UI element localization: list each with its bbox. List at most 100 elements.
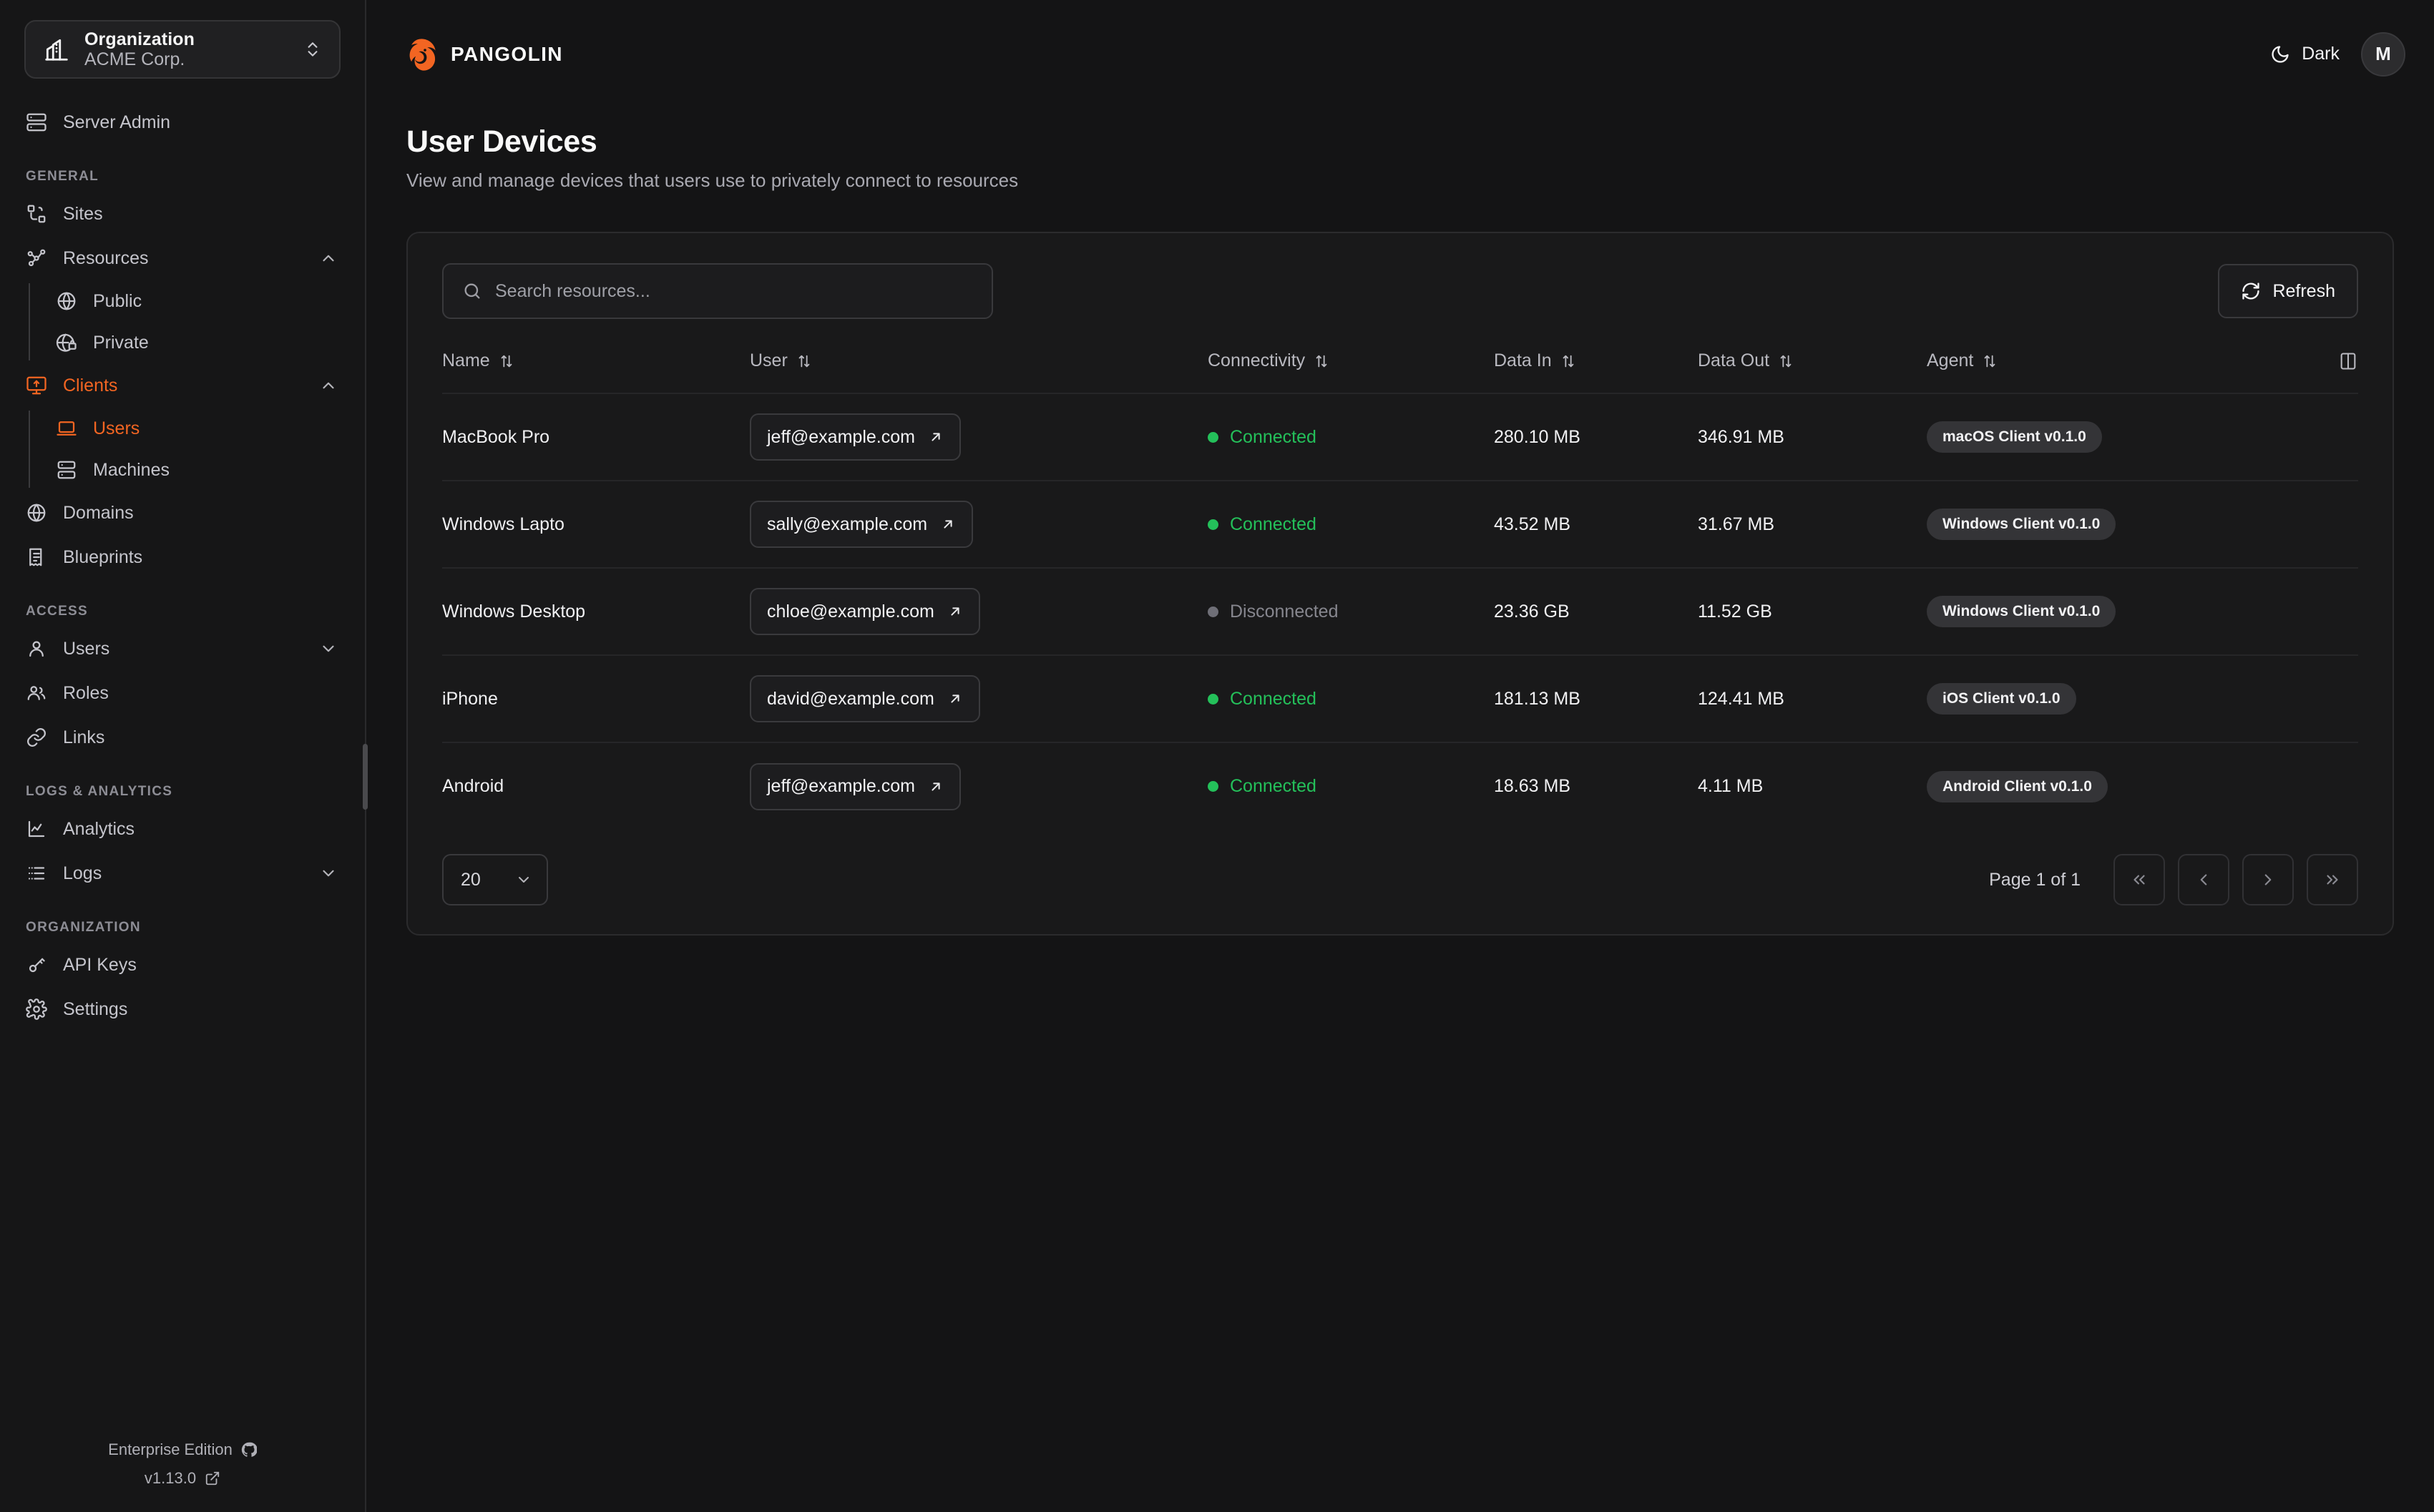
- chevron-down-icon[interactable]: [319, 639, 338, 658]
- table-row[interactable]: Android jeff@example.com Connected 18.63 MB…: [442, 742, 2358, 830]
- sidebar-item-logs[interactable]: Logs: [0, 851, 365, 895]
- previous-page-button[interactable]: [2178, 854, 2229, 906]
- sidebar-item-domains[interactable]: Domains: [0, 491, 365, 535]
- sidebar-item-machines[interactable]: Machines: [29, 449, 365, 491]
- last-page-button[interactable]: [2307, 854, 2358, 906]
- next-page-button[interactable]: [2242, 854, 2294, 906]
- sidebar-item-roles[interactable]: Roles: [0, 671, 365, 715]
- cell-agent: macOS Client v0.1.0: [1927, 393, 2308, 481]
- sidebar-item-private[interactable]: Private: [29, 322, 365, 363]
- status-label: Disconnected: [1230, 601, 1339, 622]
- cell-connectivity: Connected: [1208, 742, 1494, 830]
- status-label: Connected: [1230, 776, 1316, 797]
- column-header-data-out[interactable]: Data Out: [1698, 350, 1927, 393]
- sidebar-item-users-access[interactable]: Users: [0, 627, 365, 671]
- brand[interactable]: PANGOLIN: [401, 35, 563, 74]
- sidebar-item-label: Clients: [63, 375, 118, 396]
- refresh-icon: [2241, 281, 2261, 301]
- table-row[interactable]: Windows Lapto sally@example.com Connected 4…: [442, 481, 2358, 568]
- page-size-value: 20: [461, 869, 481, 890]
- sidebar-scrollbar-thumb[interactable]: [363, 744, 368, 810]
- cell-name: Android: [442, 776, 504, 797]
- edition-row[interactable]: Enterprise Edition: [108, 1440, 258, 1459]
- chevron-down-icon[interactable]: [319, 864, 338, 883]
- theme-toggle[interactable]: Dark: [2270, 44, 2340, 64]
- column-header-agent[interactable]: Agent: [1927, 350, 2308, 393]
- sidebar-item-label: Links: [63, 727, 105, 747]
- user-link[interactable]: david@example.com: [750, 675, 980, 723]
- search-box[interactable]: [442, 263, 993, 319]
- sidebar-item-api-keys[interactable]: API Keys: [0, 943, 365, 987]
- user-link[interactable]: jeff@example.com: [750, 762, 961, 810]
- cell-row-actions: [2308, 568, 2358, 655]
- sidebar-item-clients[interactable]: Clients: [0, 363, 365, 408]
- first-page-button[interactable]: [2113, 854, 2165, 906]
- status-dot-icon: [1208, 693, 1218, 705]
- sidebar-item-links[interactable]: Links: [0, 715, 365, 760]
- column-header-toggle-columns[interactable]: [2308, 350, 2358, 393]
- chevron-down-icon: [515, 871, 532, 888]
- chevron-up-icon[interactable]: [319, 376, 338, 395]
- cell-agent: Android Client v0.1.0: [1927, 742, 2308, 830]
- status-badge: Connected: [1208, 514, 1316, 535]
- sidebar-item-users-clients[interactable]: Users: [29, 408, 365, 449]
- sidebar-item-sites[interactable]: Sites: [0, 192, 365, 236]
- cell-user: david@example.com: [750, 655, 1208, 742]
- sidebar-section-logs-analytics: LOGS & ANALYTICS: [26, 784, 173, 799]
- cell-row-actions: [2308, 742, 2358, 830]
- chart-line-icon: [26, 818, 47, 840]
- status-badge: Connected: [1208, 776, 1316, 797]
- search-input[interactable]: [495, 280, 973, 302]
- sidebar-item-resources[interactable]: Resources: [0, 236, 365, 280]
- sidebar-item-public[interactable]: Public: [29, 280, 365, 322]
- status-dot-icon: [1208, 431, 1218, 443]
- agent-badge: Windows Client v0.1.0: [1927, 509, 2116, 541]
- version-row[interactable]: v1.13.0: [145, 1469, 220, 1488]
- column-header-data-in[interactable]: Data In: [1494, 350, 1698, 393]
- page-content: User Devices View and manage devices tha…: [366, 109, 2434, 936]
- refresh-button[interactable]: Refresh: [2218, 264, 2358, 318]
- column-header-connectivity[interactable]: Connectivity: [1208, 350, 1494, 393]
- sidebar-item-label: Domains: [63, 502, 134, 523]
- columns-toggle-icon[interactable]: [2338, 351, 2358, 371]
- sidebar-item-blueprints[interactable]: Blueprints: [0, 535, 365, 579]
- column-label: Agent: [1927, 350, 1974, 371]
- agent-badge: Windows Client v0.1.0: [1927, 596, 2116, 628]
- table-row[interactable]: Windows Desktop chloe@example.com Disconne…: [442, 568, 2358, 655]
- sort-icon: [1982, 353, 1998, 369]
- user-email: sally@example.com: [767, 514, 928, 534]
- org-switcher[interactable]: Organization ACME Corp.: [24, 20, 341, 79]
- sidebar-item-label: Private: [93, 332, 149, 353]
- chevrons-up-down-icon: [303, 40, 322, 59]
- sidebar-item-analytics[interactable]: Analytics: [0, 807, 365, 851]
- sidebar-item-label: API Keys: [63, 954, 137, 975]
- table-row[interactable]: MacBook Pro jeff@example.com Connected 280.…: [442, 393, 2358, 481]
- org-name: ACME Corp.: [84, 49, 185, 69]
- sidebar-item-settings[interactable]: Settings: [0, 987, 365, 1031]
- column-header-user[interactable]: User: [750, 350, 1208, 393]
- server-icon: [26, 112, 47, 133]
- user-link[interactable]: sally@example.com: [750, 501, 974, 549]
- avatar[interactable]: M: [2361, 31, 2405, 77]
- column-header-name[interactable]: Name: [442, 350, 750, 393]
- sort-icon: [1778, 353, 1794, 369]
- cell-row-actions: [2308, 393, 2358, 481]
- sidebar-subgroup-resources: Public Private: [29, 280, 365, 363]
- status-label: Connected: [1230, 514, 1316, 534]
- cell-connectivity: Connected: [1208, 481, 1494, 568]
- user-email: jeff@example.com: [767, 426, 915, 447]
- page-subtitle: View and manage devices that users use t…: [406, 170, 1019, 191]
- agent-badge: Android Client v0.1.0: [1927, 770, 2108, 802]
- user-link[interactable]: chloe@example.com: [750, 588, 980, 636]
- page-size-select[interactable]: 20: [442, 854, 548, 906]
- cell-agent: Windows Client v0.1.0: [1927, 481, 2308, 568]
- cell-data-in: 181.13 MB: [1494, 688, 1580, 709]
- sidebar-item-server-admin[interactable]: Server Admin: [0, 100, 365, 144]
- external-link-icon: [947, 691, 963, 707]
- sidebar-item-label: Logs: [63, 863, 102, 883]
- chevron-up-icon[interactable]: [319, 249, 338, 267]
- table-row[interactable]: iPhone david@example.com Connected 181.13 M…: [442, 655, 2358, 742]
- sidebar-section-access: ACCESS: [26, 604, 88, 619]
- user-link[interactable]: jeff@example.com: [750, 413, 961, 461]
- column-label: Data Out: [1698, 350, 1770, 371]
